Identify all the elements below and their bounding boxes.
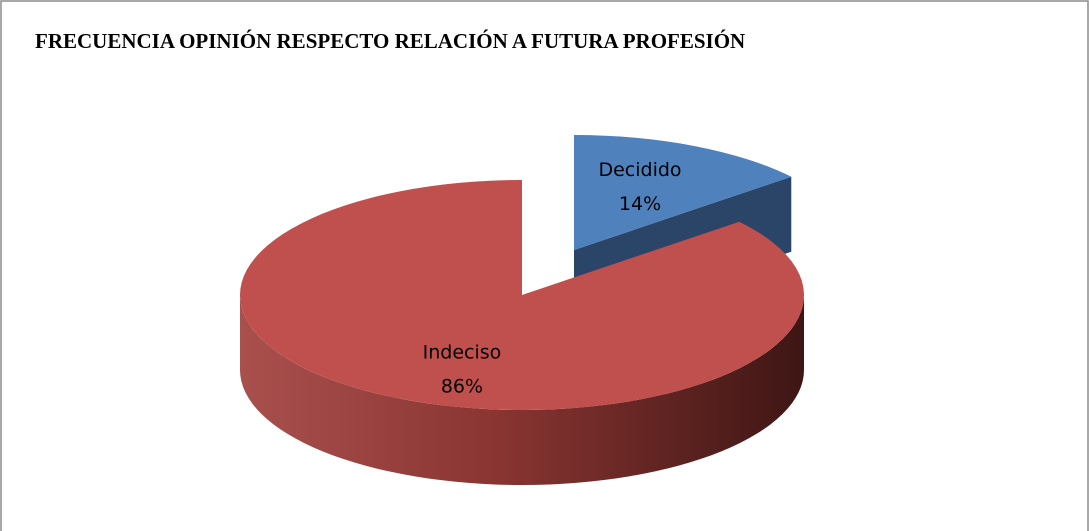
data-label-value: 86%: [441, 375, 483, 397]
chart-title: FRECUENCIA OPINIÓN RESPECTO RELACIÓN A F…: [35, 29, 745, 53]
slice-top: [240, 180, 804, 410]
slice: Indeciso 86%: [240, 180, 804, 485]
data-label-category: Indeciso: [423, 341, 502, 363]
data-label-category: Decidido: [598, 159, 681, 181]
data-label-value: 14%: [619, 193, 661, 215]
pie: Decidido 14% Indeciso 86%: [240, 135, 804, 485]
slice-side: [240, 295, 804, 485]
slice-top: [574, 135, 792, 250]
